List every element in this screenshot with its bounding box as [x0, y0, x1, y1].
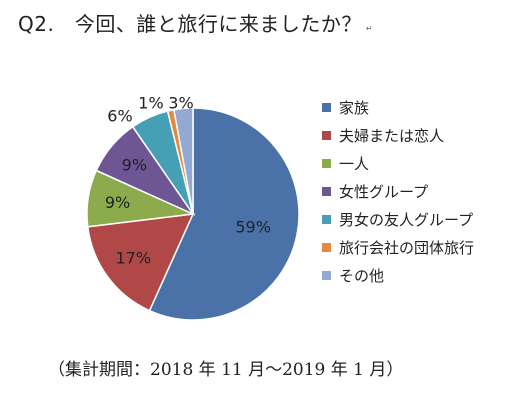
- pie-slice-2: [86, 213, 195, 312]
- legend-label: 一人: [339, 154, 370, 173]
- chart-title-text: Q2. 今回、誰と旅行に来ましたか？: [18, 12, 362, 36]
- chart-title: Q2. 今回、誰と旅行に来ましたか？ ↵: [18, 8, 373, 37]
- legend-item-3: 一人: [322, 149, 474, 177]
- legend-swatch: [322, 270, 331, 280]
- legend-label: 男女の友人グループ: [339, 210, 474, 229]
- legend-item-5: 男女の友人グループ: [322, 205, 474, 233]
- legend-item-1: 家族: [322, 93, 474, 121]
- pie-data-label-7: 3%: [168, 94, 193, 113]
- legend-label: 旅行会社の団体旅行: [339, 238, 475, 257]
- legend-item-4: 女性グループ: [322, 177, 474, 205]
- pie-data-label-1: 59%: [235, 217, 271, 236]
- legend-swatch: [322, 130, 331, 140]
- pie-data-label-4: 9%: [122, 156, 147, 175]
- chart-legend: 家族夫婦または恋人 一人女性グループ男女の友人グループ 旅行会社の団体旅行 その他: [322, 93, 474, 289]
- legend-item-6: 旅行会社の団体旅行: [322, 233, 474, 261]
- pie-slice-7: [173, 107, 194, 215]
- legend-item-7: その他: [322, 261, 474, 289]
- legend-label: 女性グループ: [339, 182, 429, 201]
- legend-swatch: [322, 214, 331, 224]
- pie-data-label-5: 6%: [107, 107, 132, 126]
- pie-data-label-3: 9%: [105, 193, 130, 212]
- legend-label: 家族: [339, 98, 370, 117]
- pie-slice-1: [148, 107, 300, 321]
- legend-label: その他: [339, 266, 385, 285]
- legend-swatch: [322, 242, 331, 252]
- legend-item-2: 夫婦または恋人: [322, 121, 474, 149]
- survey-period-note: （集計期間：2018 年 11 月～2019 年 1 月）: [48, 360, 404, 380]
- legend-label: 夫婦または恋人: [339, 126, 445, 145]
- return-mark-icon: ↵: [365, 24, 374, 33]
- legend-swatch: [322, 102, 331, 112]
- legend-swatch: [322, 158, 331, 168]
- pie-data-label-6: 1%: [138, 94, 163, 113]
- pie-data-label-2: 17%: [115, 248, 151, 267]
- legend-swatch: [322, 186, 331, 196]
